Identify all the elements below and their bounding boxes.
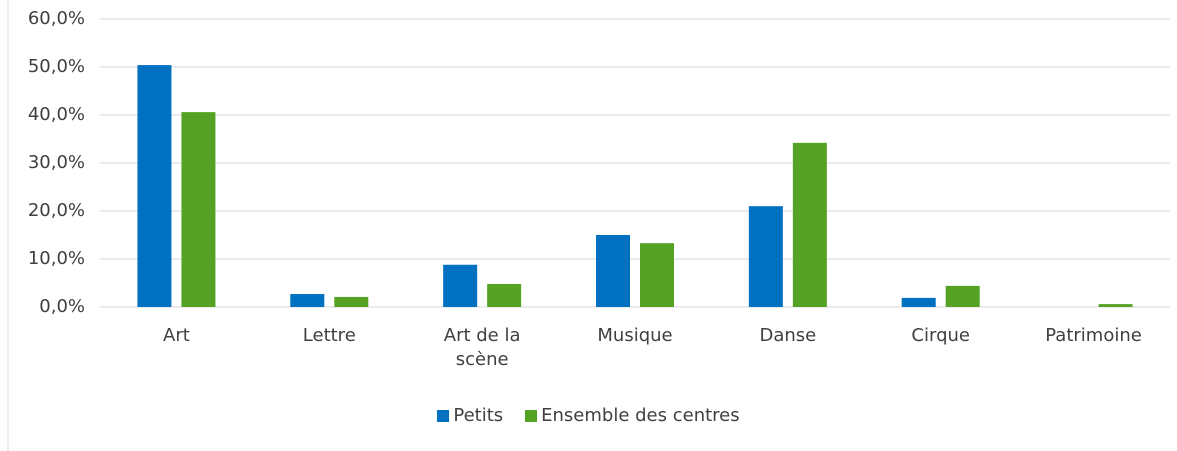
bar [443,264,478,307]
legend: Petits Ensemble des centres [0,405,1177,426]
bar [1098,304,1133,307]
y-tick-label: 40,0% [28,104,85,125]
bar [792,142,827,307]
bar [181,112,216,308]
bar [137,65,172,307]
bar [290,294,325,307]
x-tick-label: Danse [759,325,817,346]
bar [945,285,980,307]
x-tick-label: Musique [597,325,673,346]
legend-label: Petits [453,405,504,426]
bar [748,206,783,307]
y-tick-label: 20,0% [28,200,85,221]
legend-item: Petits [437,405,503,426]
bar [334,296,369,307]
x-tick-label: Patrimoine [1045,325,1142,346]
y-tick-label: 50,0% [28,56,85,77]
y-tick-label: 60,0% [28,8,85,29]
x-tick-label: Cirque [911,325,970,346]
legend-swatch [525,409,538,422]
x-tick-label: Lettre [302,325,356,346]
y-tick-label: 10,0% [28,248,85,269]
y-tick-label: 0,0% [39,296,85,317]
legend-swatch [437,409,450,422]
x-tick-label: Art de la scène [443,325,521,370]
legend-label: Ensemble des centres [541,405,740,426]
x-tick-label: Art [163,325,190,346]
legend-item: Ensemble des centres [525,405,740,426]
bar [901,297,936,307]
bar [487,283,522,307]
y-tick-label: 30,0% [28,152,85,173]
bar [640,243,674,307]
bar [596,235,630,307]
